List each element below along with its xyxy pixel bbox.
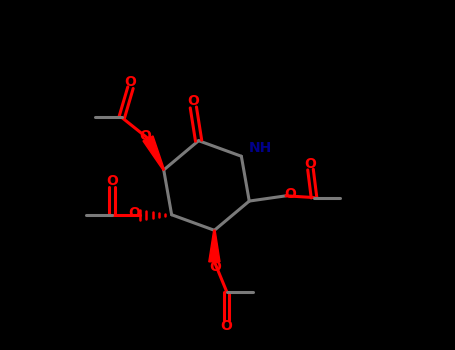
Text: NH: NH [249, 140, 272, 154]
Polygon shape [143, 136, 164, 170]
Text: O: O [139, 130, 151, 144]
Text: O: O [221, 319, 233, 333]
Text: O: O [128, 206, 140, 220]
Text: O: O [285, 187, 297, 201]
Text: O: O [187, 94, 199, 108]
Text: O: O [209, 260, 222, 274]
Text: O: O [106, 174, 118, 188]
Polygon shape [209, 230, 220, 262]
Text: O: O [304, 157, 316, 171]
Text: O: O [125, 75, 136, 89]
